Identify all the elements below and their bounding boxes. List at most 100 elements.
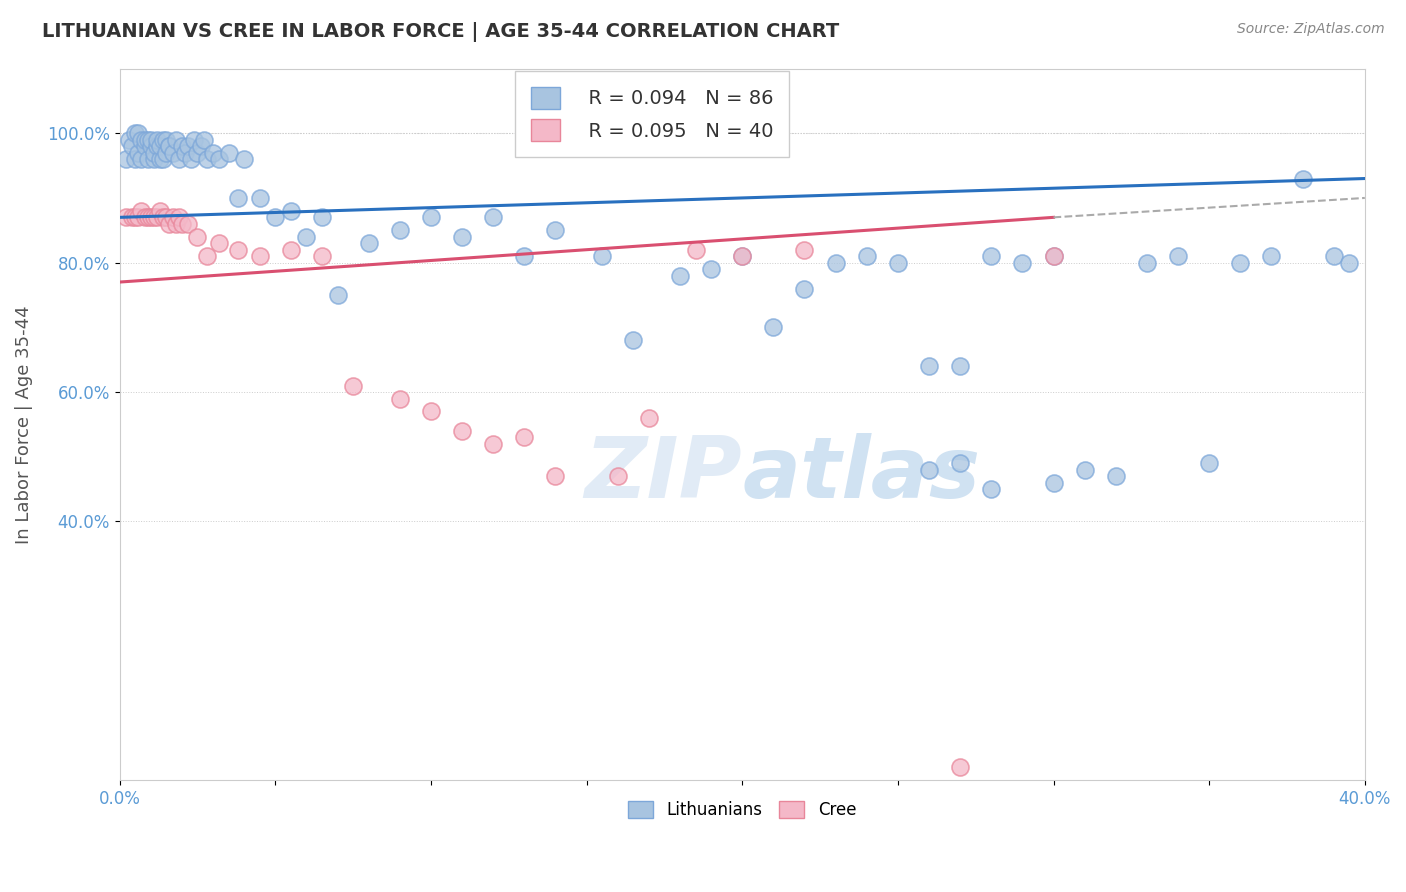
Point: [136, 152, 159, 166]
Point: [162, 145, 184, 160]
Point: [451, 229, 474, 244]
Point: [326, 288, 349, 302]
Point: [606, 469, 628, 483]
Text: LITHUANIAN VS CREE IN LABOR FORCE | AGE 35-44 CORRELATION CHART: LITHUANIAN VS CREE IN LABOR FORCE | AGE …: [42, 22, 839, 42]
Point: [1323, 249, 1346, 263]
Point: [162, 211, 184, 225]
Point: [195, 249, 218, 263]
Point: [1136, 255, 1159, 269]
Point: [249, 249, 271, 263]
Point: [177, 217, 200, 231]
Point: [155, 211, 177, 225]
Point: [855, 249, 877, 263]
Point: [264, 211, 287, 225]
Point: [1291, 171, 1313, 186]
Point: [762, 320, 785, 334]
Point: [731, 249, 754, 263]
Point: [226, 243, 249, 257]
Point: [115, 211, 138, 225]
Point: [918, 463, 941, 477]
Point: [544, 469, 567, 483]
Point: [513, 249, 536, 263]
Point: [167, 211, 190, 225]
Point: [1260, 249, 1282, 263]
Point: [149, 203, 172, 218]
Point: [146, 139, 169, 153]
Point: [513, 430, 536, 444]
Point: [139, 139, 162, 153]
Point: [419, 404, 441, 418]
Point: [637, 411, 659, 425]
Point: [357, 236, 380, 251]
Point: [136, 133, 159, 147]
Point: [1229, 255, 1251, 269]
Point: [544, 223, 567, 237]
Point: [152, 133, 174, 147]
Point: [731, 249, 754, 263]
Point: [195, 152, 218, 166]
Point: [669, 268, 692, 283]
Point: [174, 145, 197, 160]
Point: [127, 145, 149, 160]
Point: [949, 359, 972, 374]
Point: [280, 203, 302, 218]
Point: [1042, 249, 1064, 263]
Point: [157, 217, 180, 231]
Point: [887, 255, 910, 269]
Point: [700, 262, 723, 277]
Point: [1042, 475, 1064, 490]
Point: [949, 760, 972, 774]
Point: [165, 217, 187, 231]
Point: [177, 139, 200, 153]
Point: [146, 133, 169, 147]
Point: [1339, 255, 1361, 269]
Point: [124, 126, 146, 140]
Point: [170, 139, 193, 153]
Point: [165, 133, 187, 147]
Point: [249, 191, 271, 205]
Text: ZIP: ZIP: [585, 433, 742, 516]
Point: [139, 211, 162, 225]
Point: [155, 133, 177, 147]
Point: [1073, 463, 1095, 477]
Point: [142, 152, 165, 166]
Point: [685, 243, 707, 257]
Point: [793, 281, 815, 295]
Point: [157, 139, 180, 153]
Point: [183, 133, 205, 147]
Point: [186, 145, 208, 160]
Point: [388, 392, 411, 406]
Point: [127, 126, 149, 140]
Point: [1011, 255, 1033, 269]
Point: [180, 152, 202, 166]
Point: [311, 249, 333, 263]
Point: [482, 211, 505, 225]
Point: [591, 249, 613, 263]
Point: [121, 139, 143, 153]
Point: [482, 437, 505, 451]
Point: [134, 139, 156, 153]
Point: [142, 211, 165, 225]
Point: [233, 152, 256, 166]
Point: [980, 249, 1002, 263]
Point: [980, 482, 1002, 496]
Point: [193, 133, 215, 147]
Point: [155, 145, 177, 160]
Point: [949, 456, 972, 470]
Point: [146, 211, 169, 225]
Point: [131, 152, 153, 166]
Point: [201, 145, 224, 160]
Point: [134, 133, 156, 147]
Point: [918, 359, 941, 374]
Point: [121, 211, 143, 225]
Point: [295, 229, 318, 244]
Point: [208, 152, 231, 166]
Point: [170, 217, 193, 231]
Point: [136, 211, 159, 225]
Point: [149, 139, 172, 153]
Point: [793, 243, 815, 257]
Text: Source: ZipAtlas.com: Source: ZipAtlas.com: [1237, 22, 1385, 37]
Point: [280, 243, 302, 257]
Point: [218, 145, 240, 160]
Point: [124, 152, 146, 166]
